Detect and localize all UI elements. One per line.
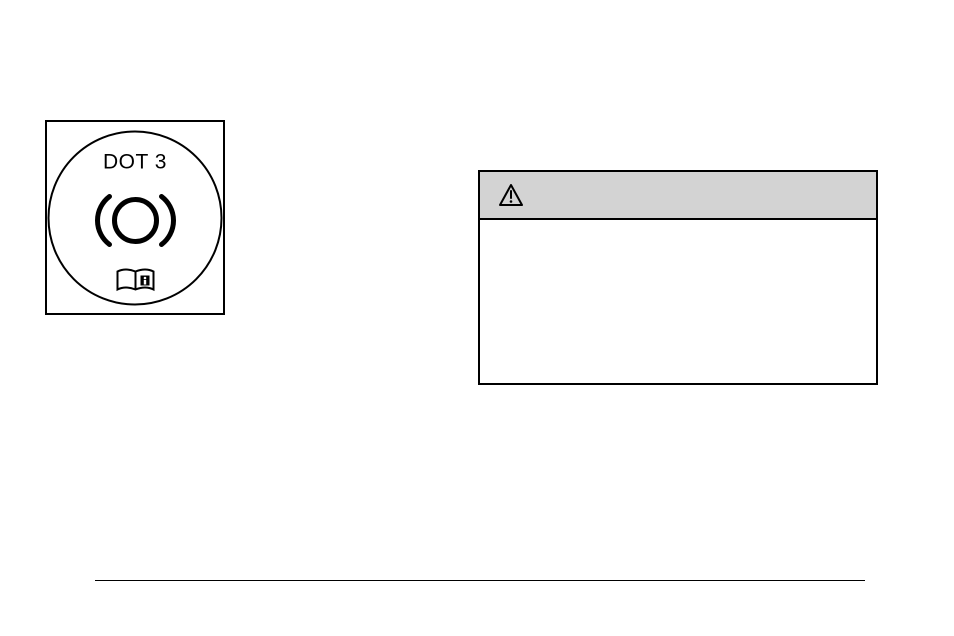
warning-triangle-icon <box>498 183 524 207</box>
brake-fluid-label-box: DOT 3 <box>45 120 225 315</box>
footer-rule <box>95 580 865 581</box>
caution-header <box>480 172 876 220</box>
page-container: DOT 3 <box>0 0 954 636</box>
brake-fluid-label-circle: DOT 3 <box>48 130 223 305</box>
brake-fluid-label-text: DOT 3 <box>50 150 221 174</box>
caution-box <box>478 170 878 385</box>
manual-book-icon <box>115 267 155 293</box>
brake-system-icon <box>89 189 181 253</box>
